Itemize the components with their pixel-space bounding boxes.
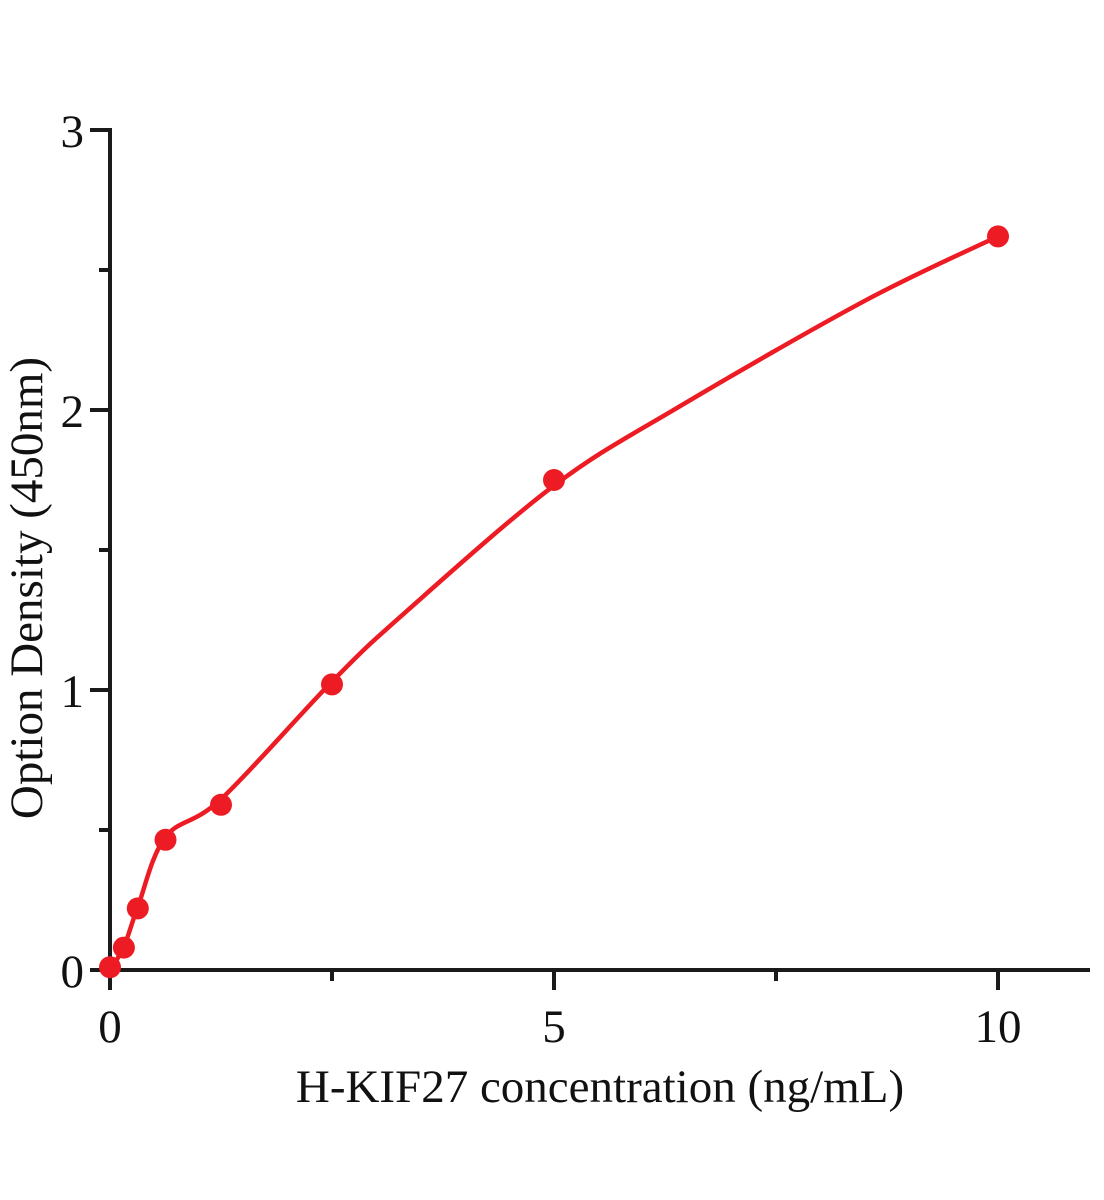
y-tick-label-1: 1 [61, 666, 85, 718]
data-point [154, 828, 177, 851]
data-point [99, 956, 121, 979]
y-tick-label-2: 2 [61, 386, 85, 438]
x-tick-label-0: 0 [98, 1001, 122, 1053]
data-point [543, 469, 565, 491]
data-point [112, 936, 135, 959]
y-axis-title: Option Density (450nm) [1, 357, 53, 819]
y-tick-label-3: 3 [61, 106, 85, 158]
axis-lines [108, 128, 1090, 972]
x-tick-label-10: 10 [975, 1001, 1022, 1053]
x-axis-title: H-KIF27 concentration (ng/mL) [296, 1061, 904, 1113]
data-point [321, 673, 343, 696]
plot-area: 0 1 2 3 0 5 10 [61, 106, 1090, 1053]
data-point [987, 225, 1009, 248]
data-point [126, 897, 149, 920]
standard-curve-line [107, 234, 1001, 973]
x-tick-label-5: 5 [542, 1001, 566, 1053]
y-tick-label-0: 0 [61, 946, 85, 998]
data-point [210, 793, 232, 816]
